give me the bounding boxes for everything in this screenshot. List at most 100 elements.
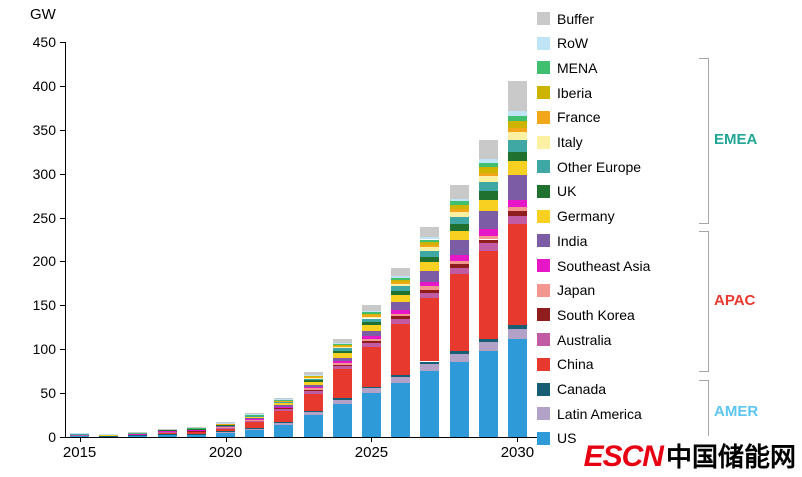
legend-swatch-us <box>537 431 550 445</box>
y-axis-tick-mark <box>60 173 65 175</box>
bar-segment-canada-2025 <box>361 386 381 389</box>
bar-segment-germany-2019 <box>186 428 206 430</box>
bar-segment-buffer-2019 <box>186 426 206 428</box>
legend-swatch-mena <box>537 61 550 75</box>
bar-segment-canada-2023 <box>303 411 323 412</box>
bar-segment-us-2015 <box>70 435 90 437</box>
legend-item-south-korea: South Korea <box>537 306 635 323</box>
bar-segment-south-korea-2020 <box>216 427 236 428</box>
legend-item-us: US <box>537 430 576 447</box>
bar-segment-buffer-2029 <box>478 140 498 160</box>
bar-segment-south-korea-2021 <box>245 420 265 421</box>
bar-segment-canada-2027 <box>420 361 440 365</box>
legend-label-japan: Japan <box>557 282 596 299</box>
bar-segment-mena-2021 <box>245 414 265 416</box>
watermark-site-name: 中国储能网 <box>665 442 796 472</box>
bar-segment-southeast-asia-2026 <box>391 310 411 314</box>
y-axis-tick-label: 100 <box>32 341 56 358</box>
bar-segment-china-2018 <box>157 431 177 435</box>
bar-segment-south-korea-2019 <box>186 430 206 432</box>
legend-label-row: RoW <box>557 35 589 52</box>
bar-segment-germany-2021 <box>245 417 265 419</box>
bar-segment-germany-2027 <box>420 262 440 271</box>
bar-segment-buffer-2022 <box>274 397 294 399</box>
bar-segment-canada-2016 <box>99 435 119 437</box>
bar-segment-latin-america-2023 <box>303 411 323 416</box>
legend-item-buffer: Buffer <box>537 10 594 27</box>
bar-segment-southeast-asia-2024 <box>332 361 352 363</box>
bar-segment-us-2027 <box>420 371 440 437</box>
y-axis-unit-label: GW <box>30 6 56 23</box>
bar-segment-canada-2029 <box>478 338 498 343</box>
bar-segment-us-2023 <box>303 415 323 437</box>
bar-segment-india-2022 <box>274 405 294 407</box>
bar-segment-iberia-2023 <box>303 376 323 378</box>
legend-swatch-buffer <box>537 12 550 25</box>
legend-label-australia: Australia <box>557 331 612 348</box>
bar-segment-australia-2020 <box>216 427 236 429</box>
bar-segment-india-2028 <box>449 240 469 256</box>
bar-segment-india-2027 <box>420 270 440 283</box>
bar-segment-italy-2024 <box>332 347 352 349</box>
bar-segment-germany-2020 <box>216 424 236 426</box>
bar-segment-canada-2017 <box>128 435 148 436</box>
legend-swatch-south-korea <box>537 308 550 322</box>
legend-item-germany: Germany <box>537 208 615 225</box>
bar-segment-uk-2029 <box>478 191 498 200</box>
bar-segment-latin-america-2026 <box>391 376 411 383</box>
legend-item-row: RoW <box>537 35 588 52</box>
bar-segment-row-2023 <box>303 374 323 376</box>
bar-segment-buffer-2026 <box>391 268 411 276</box>
bar-segment-india-2021 <box>245 418 265 420</box>
legend-label-other-europe: Other Europe <box>557 158 642 175</box>
x-axis-tick-label-2030: 2030 <box>500 444 535 461</box>
bar-segment-uk-2028 <box>449 223 469 231</box>
bar-segment-uk-2024 <box>332 350 352 354</box>
bar-segment-australia-2029 <box>478 243 498 251</box>
bar-segment-canada-2024 <box>332 398 352 400</box>
bar-segment-france-2026 <box>391 282 411 284</box>
y-axis-tick-label: 50 <box>40 385 56 402</box>
bar-segment-latin-america-2024 <box>332 399 352 404</box>
bar-segment-australia-2022 <box>274 409 294 412</box>
bar-segment-south-korea-2022 <box>274 408 294 410</box>
bar-segment-us-2017 <box>128 435 148 437</box>
bar-segment-japan-2030 <box>507 207 527 212</box>
bar-segment-australia-2023 <box>303 390 323 394</box>
bar-segment-india-2020 <box>216 425 236 427</box>
bar-segment-india-2030 <box>507 175 527 200</box>
bar-segment-france-2024 <box>332 346 352 348</box>
y-axis-tick-mark <box>60 129 65 131</box>
y-axis-tick-mark <box>60 217 65 219</box>
bar-segment-mena-2026 <box>391 277 411 280</box>
bar-segment-china-2029 <box>478 250 498 339</box>
bar-segment-australia-2030 <box>507 215 527 225</box>
bar-segment-other-europe-2027 <box>420 250 440 257</box>
bar-segment-us-2029 <box>478 350 498 437</box>
bar-segment-south-korea-2030 <box>507 211 527 216</box>
bar-segment-japan-2028 <box>449 260 469 265</box>
bar-segment-france-2023 <box>303 377 323 378</box>
bar-segment-row-2026 <box>391 275 411 278</box>
bar-segment-china-2026 <box>391 323 411 375</box>
bar-segment-uk-2027 <box>420 256 440 263</box>
legend-item-uk: UK <box>537 183 576 200</box>
bar-segment-china-2021 <box>245 422 265 429</box>
bar-segment-latin-america-2022 <box>274 422 294 425</box>
bar-segment-south-korea-2025 <box>361 340 381 344</box>
legend-label-germany: Germany <box>557 208 615 225</box>
bar-segment-south-korea-2029 <box>478 239 498 244</box>
bar-segment-china-2028 <box>449 274 469 352</box>
bar-segment-row-2028 <box>449 198 469 202</box>
bar-segment-row-2021 <box>245 414 265 415</box>
y-axis-tick-mark <box>60 42 65 43</box>
bar-segment-buffer-2018 <box>157 428 177 430</box>
legend-swatch-australia <box>537 333 550 347</box>
bar-segment-us-2018 <box>157 434 177 437</box>
bar-segment-mena-2024 <box>332 343 352 346</box>
bar-segment-iberia-2025 <box>361 313 381 316</box>
bar-segment-germany-2026 <box>391 295 411 303</box>
bar-segment-other-europe-2024 <box>332 348 352 351</box>
bar-segment-france-2029 <box>478 172 498 177</box>
bar-segment-germany-2023 <box>303 381 323 385</box>
